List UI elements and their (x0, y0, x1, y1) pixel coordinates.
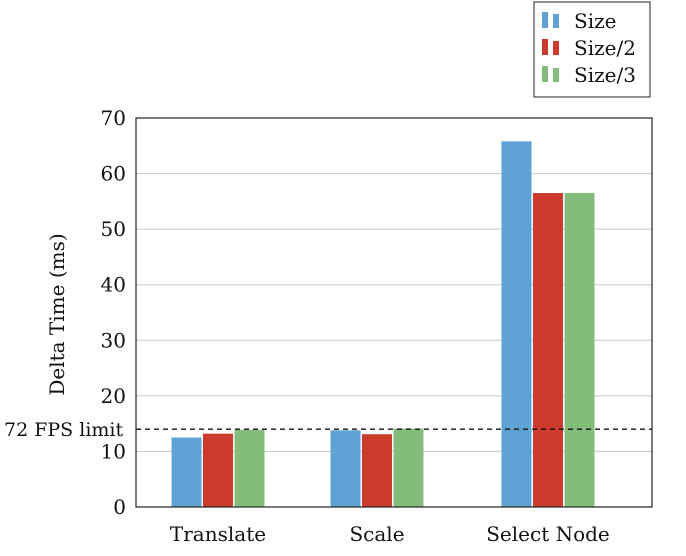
legend-label: Size (574, 9, 616, 33)
bar-2-scale (362, 434, 392, 507)
y-ticks: 0 10 20 30 40 50 60 70 (101, 106, 126, 519)
legend: Size Size/2 Size/3 (533, 1, 651, 98)
legend-label: Size/3 (574, 63, 636, 87)
legend-swatch (542, 12, 548, 28)
bar-3-scale (393, 428, 424, 507)
y-tick-label: 40 (101, 273, 126, 297)
y-tick-label: 70 (101, 106, 126, 130)
bar-2-select-node (533, 193, 563, 507)
bar-1-translate (171, 437, 202, 507)
x-tick-label: Select Node (486, 522, 610, 546)
bar-1-scale (330, 430, 361, 507)
x-tick-label: Translate (170, 522, 266, 546)
y-axis-label: Delta Time (ms) (45, 233, 69, 395)
legend-swatch (542, 66, 548, 82)
reference-line-label: 72 FPS limit (4, 419, 123, 441)
y-tick-label: 10 (101, 439, 126, 463)
legend-swatch (553, 14, 559, 28)
legend-swatch (553, 68, 559, 82)
bar-3-translate (234, 429, 265, 507)
y-tick-label: 60 (101, 162, 126, 186)
bar-2-translate (203, 433, 233, 507)
y-tick-label: 20 (101, 384, 126, 408)
legend-swatch (553, 41, 559, 55)
bars (171, 141, 595, 507)
x-tick-label: Scale (349, 522, 404, 546)
plot-frame (135, 117, 653, 508)
y-tick-label: 30 (101, 328, 126, 352)
y-tick-label: 50 (101, 217, 126, 241)
x-ticks: Translate Scale Select Node (170, 522, 610, 546)
legend-swatch (542, 39, 548, 55)
reference-line: 72 FPS limit (4, 419, 652, 441)
bar-3-select-node (564, 193, 595, 507)
bar-1-select-node (501, 141, 532, 507)
legend-label: Size/2 (574, 36, 636, 60)
y-tick-label: 0 (113, 495, 126, 519)
